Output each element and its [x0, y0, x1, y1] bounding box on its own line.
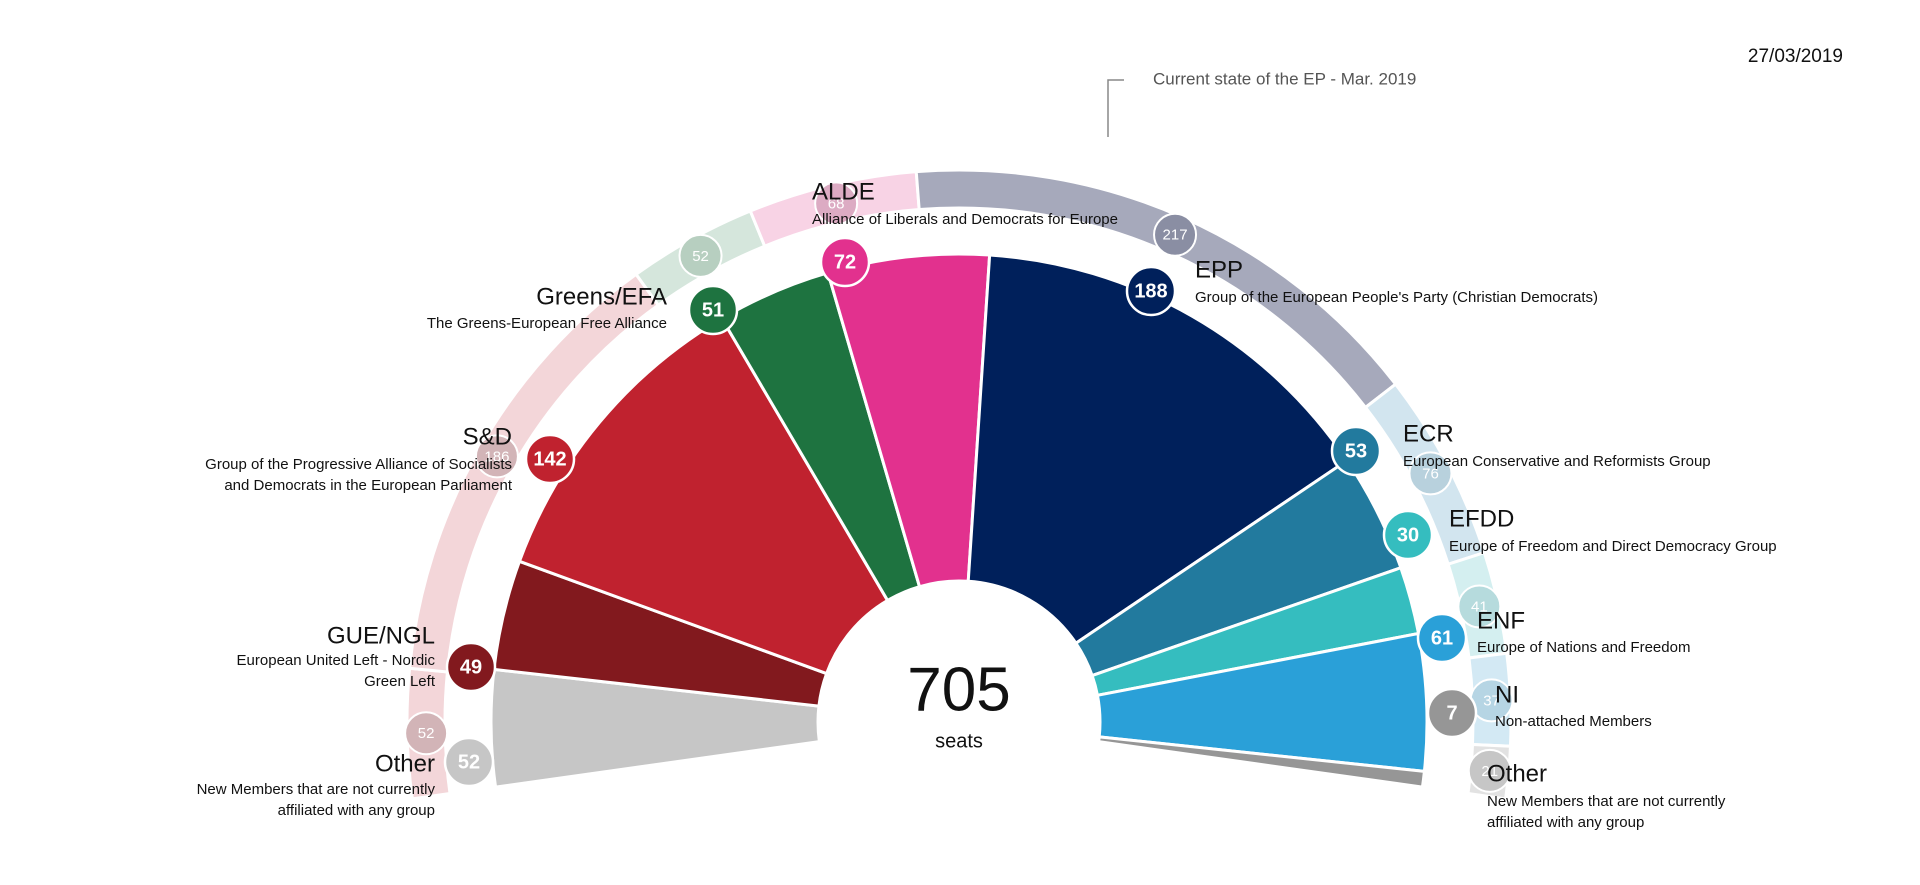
- group-name: EFDD: [1449, 505, 1514, 532]
- center-unit: seats: [935, 730, 983, 752]
- current-label: 41: [1471, 598, 1488, 615]
- group-description: and Democrats in the European Parliament: [224, 477, 512, 494]
- group-description: New Members that are not currently: [197, 781, 436, 798]
- seat-bubble: [1382, 509, 1434, 561]
- seat-label: 188: [1134, 280, 1167, 302]
- group-description: Alliance of Liberals and Democrats for E…: [812, 211, 1118, 228]
- seat-bubble: [1330, 425, 1382, 477]
- group-name: ECR: [1403, 420, 1454, 447]
- date: 27/03/2019: [1748, 46, 1843, 67]
- seat-bubble: [443, 736, 495, 788]
- current-bubble: [474, 434, 519, 479]
- group-description: Europe of Freedom and Direct Democracy G…: [1449, 538, 1777, 555]
- current-label: 68: [828, 195, 845, 212]
- seat-bubble: [524, 433, 576, 485]
- current-label: 186: [484, 448, 509, 465]
- seat-bubble: [819, 236, 871, 288]
- seat-label: 53: [1345, 440, 1367, 462]
- current-bubble: [1457, 584, 1502, 629]
- group-wedge: [517, 316, 890, 676]
- current-label: 37: [1483, 692, 1500, 709]
- seat-bubble: [1426, 687, 1478, 739]
- group-name: ENF: [1477, 607, 1525, 634]
- seat-label: 72: [834, 251, 856, 273]
- current-label: 217: [1163, 227, 1188, 244]
- group-description: Group of the European People's Party (Ch…: [1195, 289, 1598, 306]
- group-description: affiliated with any group: [278, 802, 435, 819]
- seat-label: 142: [533, 448, 566, 470]
- seat-label: 52: [458, 751, 480, 773]
- current-bubble: [678, 233, 723, 278]
- current-label: 52: [418, 725, 435, 742]
- current-bubble: [404, 711, 449, 756]
- group-description: Europe of Nations and Freedom: [1477, 639, 1690, 656]
- group-description: Group of the Progressive Alliance of Soc…: [205, 456, 512, 473]
- group-description: Green Left: [364, 673, 436, 690]
- group-description: New Members that are not currently: [1487, 793, 1726, 810]
- seat-bubble: [1416, 612, 1468, 664]
- seat-label: 30: [1397, 524, 1419, 546]
- seat-label: 49: [460, 656, 482, 678]
- current-label: 52: [692, 248, 709, 265]
- group-description: Non-attached Members: [1495, 713, 1652, 730]
- current-bubble: [814, 181, 859, 226]
- group-wedge: [1096, 735, 1427, 789]
- group-description: European United Left - Nordic: [237, 652, 436, 669]
- group-description: affiliated with any group: [1487, 814, 1644, 831]
- current-label: 76: [1422, 465, 1439, 482]
- current-bubble: [1467, 748, 1512, 793]
- group-name: NI: [1495, 681, 1519, 708]
- group-wedge: [966, 253, 1350, 646]
- group-name: GUE/NGL: [327, 622, 435, 649]
- annotation-leader: [1107, 79, 1124, 137]
- current-label: 21: [1481, 763, 1498, 780]
- group-name: ALDE: [812, 178, 875, 205]
- center-value: 705: [907, 655, 1010, 724]
- group-name: Other: [1487, 760, 1547, 787]
- current-bubble: [1153, 212, 1198, 257]
- seat-label: 61: [1431, 627, 1453, 649]
- seat-label: 51: [702, 299, 724, 321]
- group-name: S&D: [463, 423, 512, 450]
- group-description: The Greens-European Free Alliance: [427, 315, 667, 332]
- group-name: Greens/EFA: [536, 283, 667, 310]
- seat-label: 7: [1446, 702, 1457, 724]
- seat-bubble: [687, 284, 739, 336]
- seat-bubble: [1125, 265, 1177, 317]
- annotation: Current state of the EP - Mar. 2019: [1153, 69, 1416, 88]
- group-name: Other: [375, 750, 435, 777]
- seat-bubble: [445, 641, 497, 693]
- current-bubble: [1408, 451, 1453, 496]
- group-name: EPP: [1195, 256, 1243, 283]
- group-description: European Conservative and Reformists Gro…: [1403, 453, 1711, 470]
